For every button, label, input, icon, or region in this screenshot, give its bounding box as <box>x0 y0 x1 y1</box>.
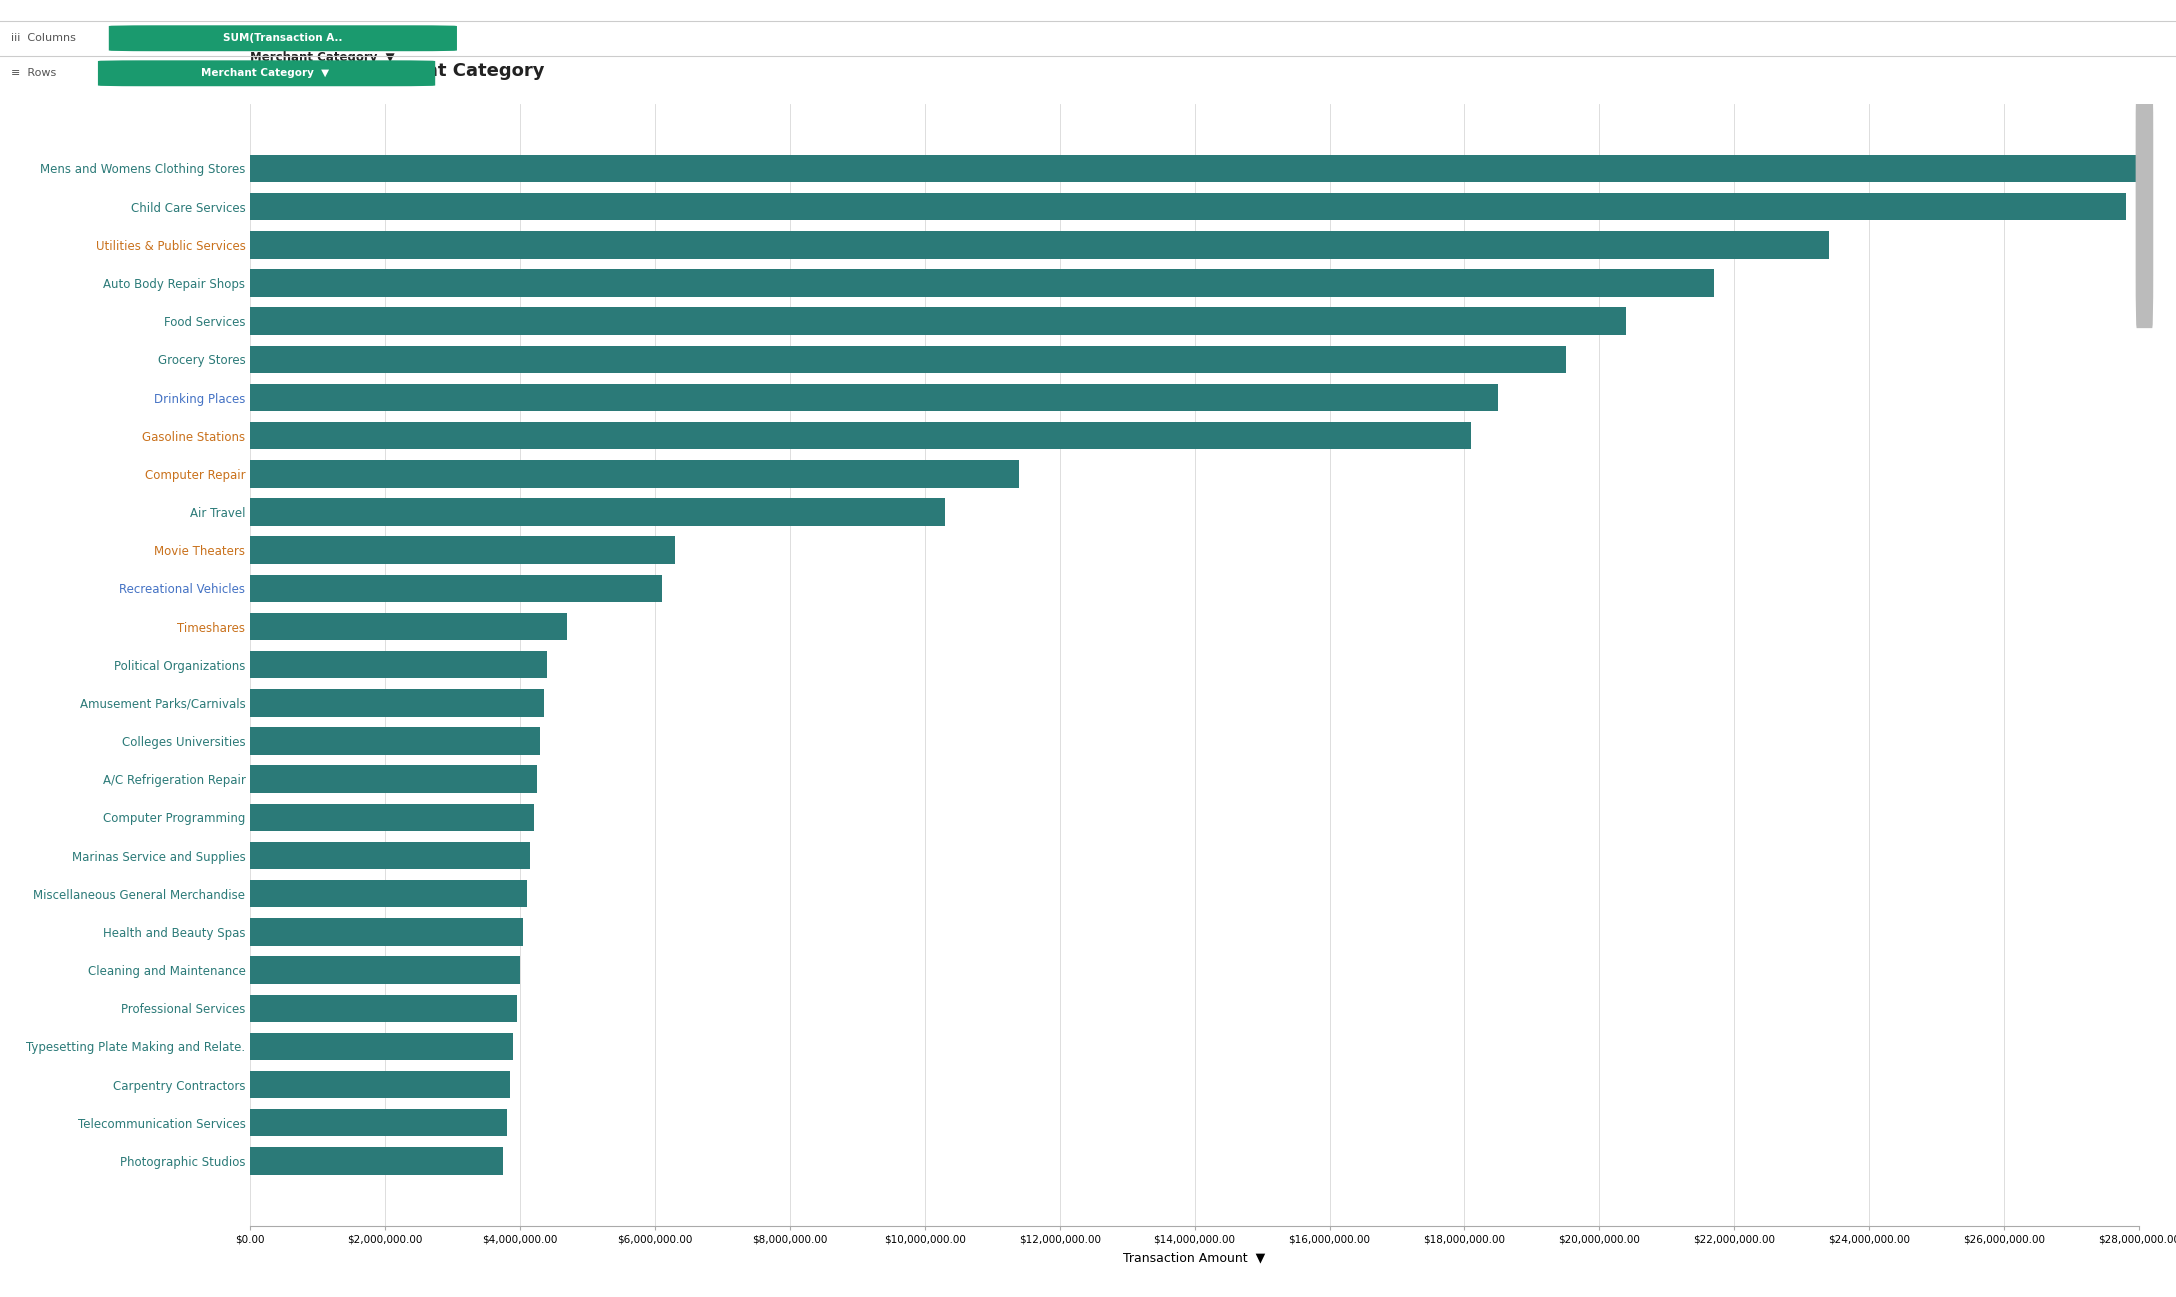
Bar <box>250 728 540 755</box>
Bar <box>250 384 1497 411</box>
Bar <box>250 842 531 869</box>
Text: iii  Columns: iii Columns <box>11 34 76 43</box>
Bar <box>250 270 1715 297</box>
Bar <box>250 956 520 984</box>
Text: SUM(Transaction A..: SUM(Transaction A.. <box>224 34 342 43</box>
Bar <box>250 1032 514 1060</box>
Bar <box>250 345 1565 374</box>
Bar <box>250 995 516 1022</box>
Bar <box>250 918 524 946</box>
Bar <box>250 1109 507 1136</box>
X-axis label: Transaction Amount  ▼: Transaction Amount ▼ <box>1123 1252 1266 1265</box>
Bar <box>250 231 1828 258</box>
FancyBboxPatch shape <box>109 26 457 51</box>
Bar <box>250 1071 509 1099</box>
Bar <box>250 307 1625 335</box>
Bar <box>250 651 546 678</box>
Bar <box>250 460 1018 488</box>
Bar <box>250 612 568 641</box>
Bar <box>250 765 537 792</box>
Bar <box>250 154 2146 183</box>
Text: Spend by Merchant Category: Spend by Merchant Category <box>250 62 544 80</box>
Bar <box>250 193 2126 220</box>
Bar <box>250 1147 503 1175</box>
Bar <box>250 422 1471 450</box>
Bar <box>250 575 662 602</box>
Bar <box>250 689 544 717</box>
Bar <box>250 498 944 525</box>
FancyBboxPatch shape <box>2135 82 2154 328</box>
FancyBboxPatch shape <box>98 61 435 86</box>
Bar <box>250 804 533 831</box>
Text: Merchant Category  ▼: Merchant Category ▼ <box>250 52 394 65</box>
Bar <box>250 537 675 564</box>
Text: Merchant Category  ▼: Merchant Category ▼ <box>202 69 329 78</box>
Text: ≡  Rows: ≡ Rows <box>11 69 57 78</box>
Bar <box>250 879 527 908</box>
